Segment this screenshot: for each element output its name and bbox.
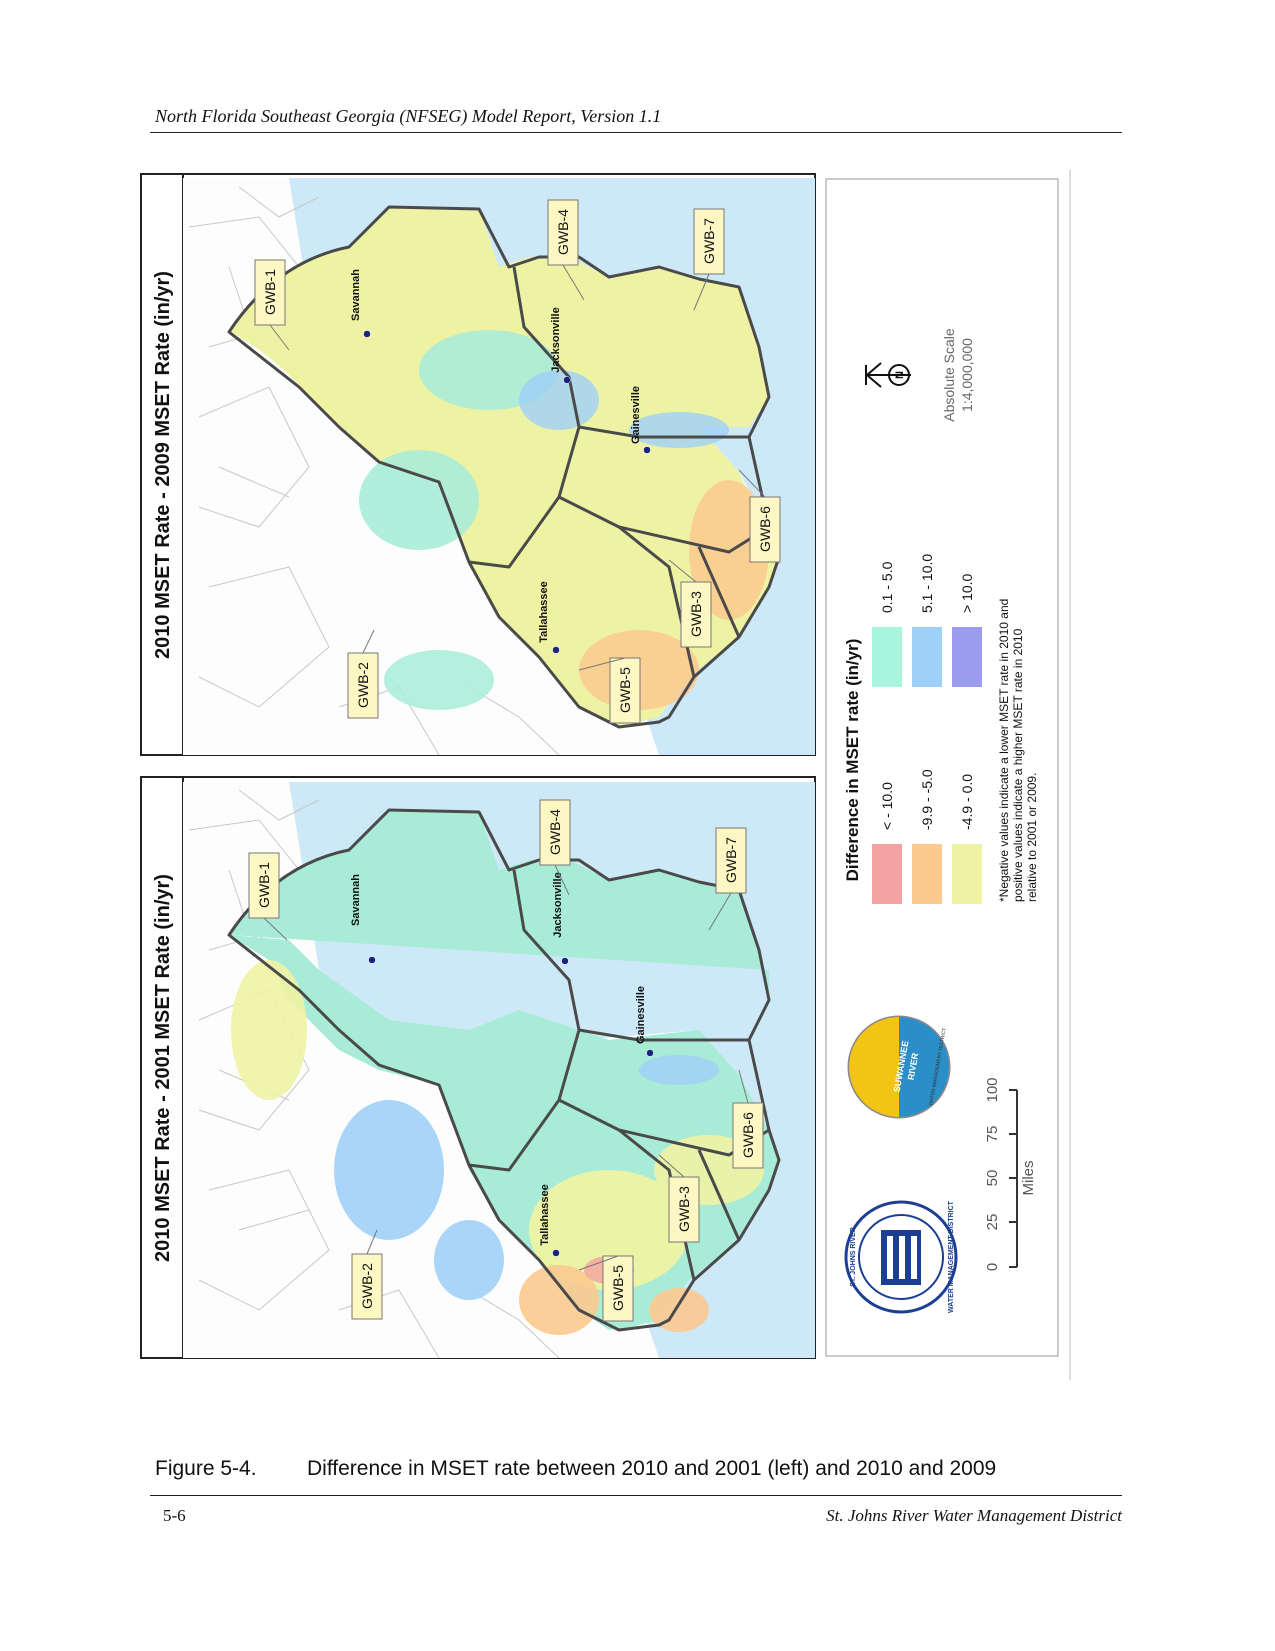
gwb-label: GWB-7 xyxy=(701,218,717,264)
sjrwmd-logo-text: ST. JOHNS RIVER xyxy=(850,1227,857,1287)
north-label: N xyxy=(894,371,906,379)
scale-miles-label: Miles xyxy=(1020,1160,1037,1195)
page-number: 5-6 xyxy=(163,1506,186,1525)
footer-rule xyxy=(150,1495,1122,1496)
legend-swatch xyxy=(912,844,942,904)
figure-caption: Figure 5-4. Difference in MSET rate betwe… xyxy=(155,1457,996,1481)
north-arrow-icon: N xyxy=(865,362,911,388)
figure: 2010 MSET Rate - 2001 MSET Rate (in/yr) xyxy=(139,170,1126,1450)
city-label: Savannah xyxy=(350,874,362,926)
gwb-label: GWB-7 xyxy=(723,837,739,883)
legend-label: 5.1 - 10.0 xyxy=(919,554,935,613)
city-label: Jacksonville xyxy=(550,307,562,372)
legend-label: -9.9 - -5.0 xyxy=(919,769,935,830)
gwb-label: GWB-6 xyxy=(740,1112,756,1158)
scale-tick: 75 xyxy=(984,1126,1001,1143)
map-panel-2001: 2010 MSET Rate - 2001 MSET Rate (in/yr) xyxy=(140,776,816,1359)
gwb-label: GWB-4 xyxy=(547,809,563,855)
gwb-label: GWB-1 xyxy=(262,269,278,315)
legend-swatch xyxy=(952,627,982,687)
city-label: Savannah xyxy=(350,269,362,321)
gwb-label: GWB-4 xyxy=(555,209,571,255)
gwb-label: GWB-3 xyxy=(688,591,704,637)
legend-swatches xyxy=(872,627,982,904)
legend-swatch xyxy=(872,844,902,904)
header-rule xyxy=(150,132,1122,133)
sjrwmd-logo: ST. JOHNS RIVER WATER MANAGEMENT DISTRIC… xyxy=(844,1200,958,1314)
scale-tick: 25 xyxy=(984,1214,1001,1231)
srwmd-logo: SUWANNEE RIVER WATER MANAGEMENT DISTRICT xyxy=(847,1015,951,1119)
sjrwmd-logo-text: WATER MANAGEMENT DISTRICT xyxy=(948,1200,955,1313)
legend-label: 0.1 - 5.0 xyxy=(879,561,895,613)
gwb-label: GWB-5 xyxy=(610,1265,626,1311)
legend-swatch xyxy=(872,627,902,687)
map-panel-2009: 2010 MSET Rate - 2009 MSET Rate (in/yr) xyxy=(140,173,816,756)
legend-panel: N Absolute Scale 1:4,000,000 Difference … xyxy=(825,178,1059,1357)
panel-title-2001: 2010 MSET Rate - 2001 MSET Rate (in/yr) xyxy=(152,874,174,1262)
gwb-label: GWB-1 xyxy=(256,862,272,908)
scale-bar xyxy=(1009,1089,1018,1268)
report-header: North Florida Southeast Georgia (NFSEG) … xyxy=(155,106,662,126)
legend-label: > 10.0 xyxy=(959,573,975,613)
gwb-label: GWB-5 xyxy=(617,667,633,713)
panel-title-2009: 2010 MSET Rate - 2009 MSET Rate (in/yr) xyxy=(152,271,174,659)
city-label: Jacksonville xyxy=(552,872,564,937)
legend-note: relative to 2001 or 2009. xyxy=(1025,773,1039,902)
footer-organization: St. Johns River Water Management Distric… xyxy=(826,1506,1122,1525)
srwmd-logo-text: RIVER xyxy=(906,1052,921,1081)
legend-label: -4.9 - 0.0 xyxy=(959,774,975,830)
figure-caption-text: Difference in MSET rate between 2010 and… xyxy=(307,1457,997,1480)
gwb-label: GWB-2 xyxy=(359,1263,375,1309)
scale-tick: 100 xyxy=(984,1077,1001,1102)
scale-title: Absolute Scale xyxy=(941,328,957,422)
figure-number: Figure 5-4. xyxy=(155,1457,257,1480)
city-label: Gainesville xyxy=(635,986,647,1044)
legend-note: positive values indicate a higher MSET r… xyxy=(1011,628,1025,902)
city-label: Tallahassee xyxy=(539,1184,551,1246)
gwb-label: GWB-3 xyxy=(676,1186,692,1232)
scale-tick: 50 xyxy=(984,1170,1001,1187)
scale-tick: 0 xyxy=(984,1263,1001,1271)
city-label: Gainesville xyxy=(630,386,642,444)
legend-swatch xyxy=(912,627,942,687)
legend-title: Difference in MSET rate (in/yr) xyxy=(843,639,862,882)
legend-label: < - 10.0 xyxy=(879,782,895,830)
legend-note: *Negative values indicate a lower MSET r… xyxy=(997,599,1011,902)
scale-ratio: 1:4,000,000 xyxy=(959,338,975,412)
city-label: Tallahassee xyxy=(538,581,550,643)
legend-swatch xyxy=(952,844,982,904)
gwb-label: GWB-2 xyxy=(355,662,371,708)
gwb-label: GWB-6 xyxy=(757,506,773,552)
